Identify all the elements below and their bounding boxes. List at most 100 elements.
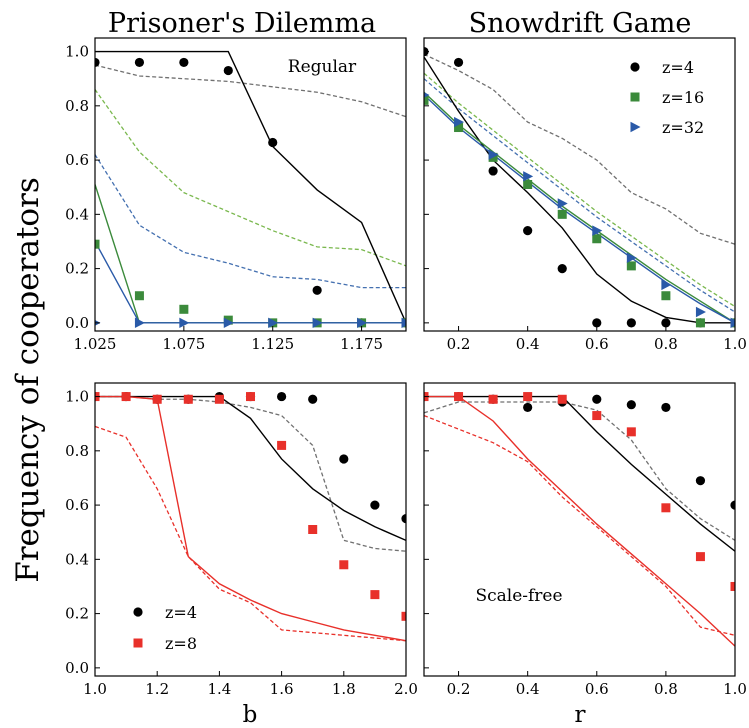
x-tick-label: 1.175 [340, 335, 383, 353]
data-point-z=32 [592, 225, 603, 236]
x-tick-label: 0.8 [654, 335, 678, 353]
data-point-z=4 [401, 514, 406, 524]
panel-pd-scalefree: 1.0 1.2 1.4 1.6 1.8 2.00.00.20.40.60.81.0z=4z… [65, 382, 418, 698]
data-point-z=32 [454, 116, 465, 128]
y-tick-label: 0.6 [65, 151, 89, 169]
data-point-z=16 [661, 291, 671, 301]
x-tick-label: 1.0 [83, 680, 107, 698]
data-point-z=8 [488, 394, 498, 404]
x-tick-label: 0.8 [654, 680, 678, 698]
data-point-z=4 [308, 394, 318, 404]
x-tick-label: 1.125 [251, 335, 294, 353]
dashed-line-z=16 [95, 89, 406, 267]
data-point-z=8 [523, 392, 533, 402]
data-point-z=8 [246, 392, 255, 402]
x-tick-label: 1.025 [74, 335, 117, 353]
data-point-z=8 [592, 411, 602, 421]
data-point-z=32 [223, 317, 234, 329]
axes-frame [423, 382, 736, 677]
dashed-line-z=4 [95, 395, 406, 552]
data-point-z=4 [592, 318, 602, 328]
data-point-z=8 [183, 394, 193, 404]
legend-marker-z=32 [630, 121, 641, 133]
panel-annotation: Scale-free [475, 586, 562, 606]
data-point-z=8 [661, 503, 671, 513]
data-point-z=16 [179, 304, 189, 314]
dashed-line-z=4 [95, 64, 406, 118]
data-point-z=16 [695, 318, 705, 328]
data-point-z=4 [134, 57, 145, 68]
data-point-z=16 [134, 291, 144, 301]
data-point-z=8 [308, 525, 318, 534]
dashed-line-z=32 [424, 78, 735, 313]
data-point-z=8 [401, 611, 406, 621]
legend-marker-z=8 [133, 638, 143, 648]
y-tick-label: 0.8 [65, 442, 89, 460]
y-tick-label: 0.0 [65, 659, 89, 677]
y-tick-label: 0.6 [65, 496, 89, 514]
data-point-z=4 [223, 65, 233, 76]
data-point-z=32 [357, 317, 368, 329]
axes-frame [94, 382, 407, 677]
data-point-z=32 [179, 317, 190, 329]
solid-line-z=4 [95, 395, 406, 541]
data-point-z=4 [312, 285, 322, 295]
data-point-z=4 [730, 500, 735, 510]
x-tick-label: 0.4 [516, 680, 540, 698]
data-point-z=32 [730, 317, 735, 329]
dashed-line-z=32 [95, 154, 406, 289]
x-tick-label: 0.2 [447, 335, 471, 353]
plot-area [424, 46, 735, 329]
x-tick-label: 0.6 [585, 335, 609, 353]
dashed-line-z=4 [424, 53, 735, 245]
solid-line-z=16 [95, 184, 406, 324]
data-point-z=32 [695, 306, 706, 318]
data-point-z=4 [695, 476, 706, 486]
data-point-z=4 [661, 402, 671, 413]
solid-line-z=4 [95, 50, 406, 324]
panel-sd-scalefree: 0.2 0.4 0.6 0.8 1.0 Scale-free [423, 382, 747, 698]
data-point-z=32 [523, 171, 534, 182]
solid-line-z=32 [424, 94, 735, 324]
solid-line-z=16 [424, 91, 735, 324]
y-tick-label: 0.2 [65, 260, 89, 278]
legend-label: z=32 [662, 118, 704, 137]
data-point-z=16 [95, 239, 100, 249]
x-axis-label-r: r [575, 702, 586, 728]
panel-pd-regular: 1.025 1.075 1.125 1.175 0.0 0.2 0.4 0.6 0.8 1.0 Re… [65, 37, 407, 353]
panel-sd-regular: 0.2 0.4 0.6 0.8 1.0 z=4 z=16 z=32 [423, 37, 747, 353]
data-point-z=32 [312, 317, 323, 329]
legend-label: z=8 [165, 634, 197, 653]
solid-line-z=4 [424, 395, 735, 552]
data-point-z=16 [557, 209, 567, 219]
y-tick-label: 0.2 [65, 605, 89, 623]
data-point-z=4 [339, 454, 349, 464]
legend-marker-z=4 [630, 62, 640, 72]
data-point-z=32 [488, 149, 499, 160]
col-title-pd: Prisoner's Dilemma [108, 8, 376, 39]
data-point-z=16 [592, 234, 602, 244]
axes-frame [423, 37, 736, 332]
x-tick-label: 1.075 [162, 335, 205, 353]
data-point-z=32 [424, 92, 430, 98]
axes-frame [94, 37, 407, 332]
data-point-z=4 [277, 391, 287, 402]
legend-label: z=4 [165, 603, 197, 622]
data-point-z=16 [454, 123, 464, 133]
data-point-z=4 [370, 500, 380, 510]
data-point-z=32 [661, 279, 672, 291]
panel-annotation: Regular [288, 57, 357, 77]
legend-marker-z=4 [133, 607, 143, 617]
y-tick-label: 0.4 [65, 550, 89, 568]
y-axis-label: Frequency of cooperators [10, 177, 46, 583]
solid-line-z=8 [95, 395, 406, 642]
data-point-z=4 [661, 318, 671, 328]
solid-line-z=8 [424, 395, 735, 647]
data-point-z=8 [214, 394, 224, 404]
data-point-z=8 [277, 440, 287, 450]
x-tick-label: 1.0 [723, 680, 747, 698]
data-point-z=4 [268, 137, 278, 148]
x-tick-label: 1.8 [332, 680, 356, 698]
x-tick-label: 1.2 [145, 680, 169, 698]
dashed-line-z=16 [424, 72, 735, 308]
